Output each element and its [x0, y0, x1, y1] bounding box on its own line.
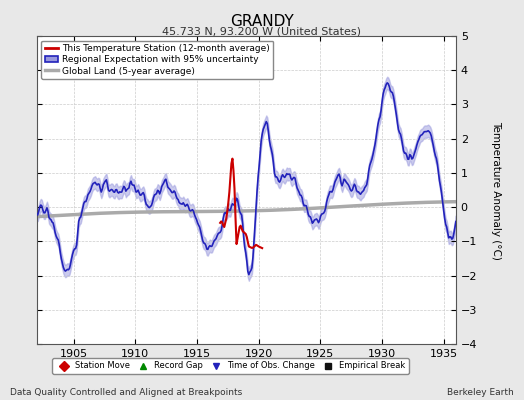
Legend: Station Move, Record Gap, Time of Obs. Change, Empirical Break: Station Move, Record Gap, Time of Obs. C…: [52, 358, 409, 374]
Y-axis label: Temperature Anomaly (°C): Temperature Anomaly (°C): [491, 120, 501, 260]
Legend: This Temperature Station (12-month average), Regional Expectation with 95% uncer: This Temperature Station (12-month avera…: [41, 40, 274, 79]
Text: Berkeley Earth: Berkeley Earth: [447, 388, 514, 397]
Text: Data Quality Controlled and Aligned at Breakpoints: Data Quality Controlled and Aligned at B…: [10, 388, 243, 397]
Text: GRANDY: GRANDY: [230, 14, 294, 29]
Text: 45.733 N, 93.200 W (United States): 45.733 N, 93.200 W (United States): [162, 26, 362, 36]
